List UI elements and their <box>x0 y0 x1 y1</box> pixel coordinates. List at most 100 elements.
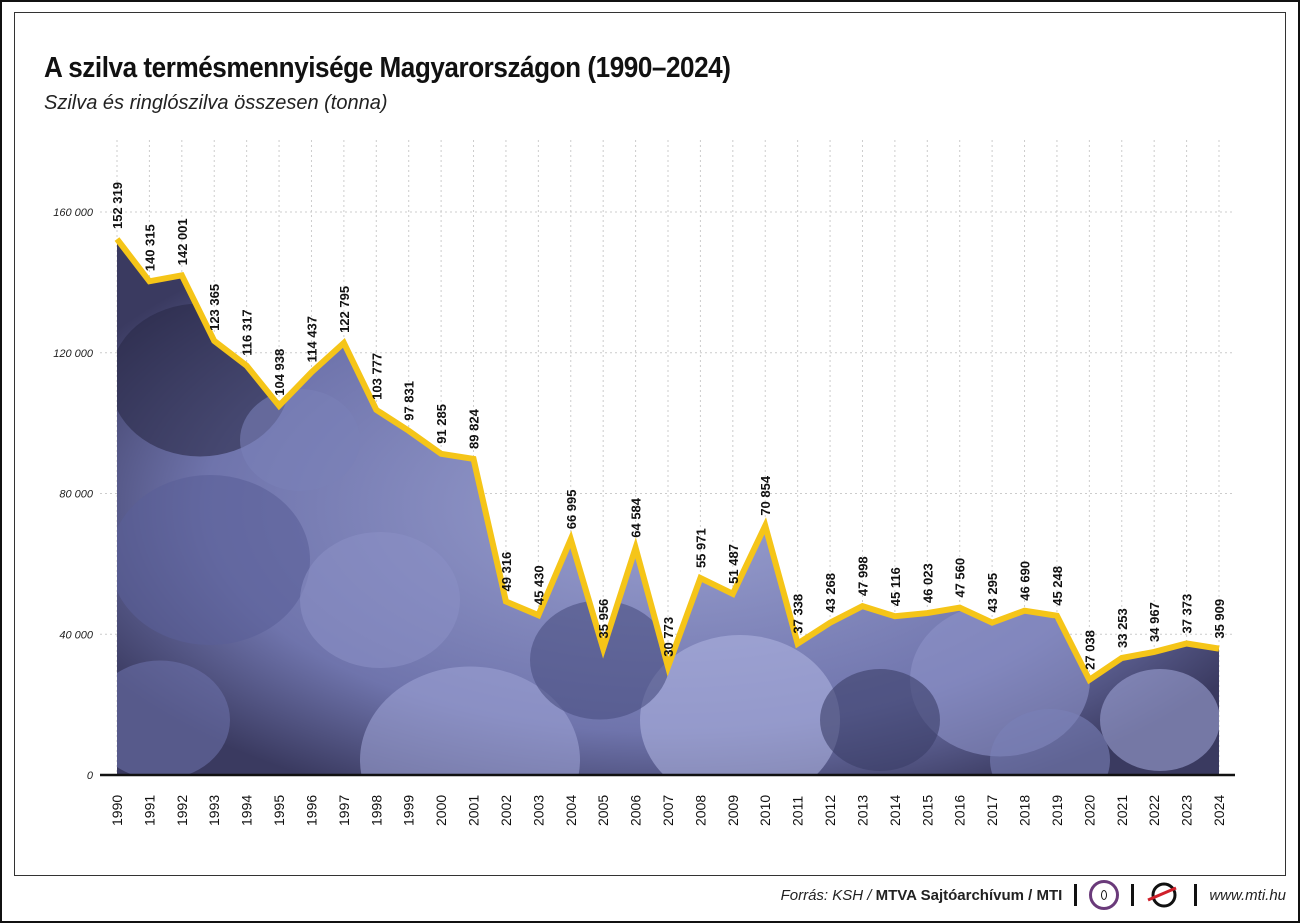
data-label: 114 437 <box>304 316 319 362</box>
data-label: 43 295 <box>985 573 1000 613</box>
y-tick-label: 120 000 <box>53 348 94 360</box>
separator <box>1194 884 1198 906</box>
separator <box>1131 884 1135 906</box>
data-label: 116 317 <box>240 309 255 355</box>
x-tick-label: 1992 <box>174 795 190 826</box>
x-tick-label: 1993 <box>206 795 222 826</box>
data-label: 45 248 <box>1050 566 1065 606</box>
data-label: 64 584 <box>629 497 644 538</box>
data-label: 123 365 <box>207 284 222 331</box>
x-tick-label: 2007 <box>660 795 676 826</box>
x-tick-label: 2024 <box>1211 795 1227 826</box>
plum-shape <box>820 669 940 771</box>
y-tick-label: 40 000 <box>59 629 94 641</box>
data-label: 122 795 <box>337 286 352 333</box>
x-tick-label: 2004 <box>563 795 579 826</box>
data-label: 35 909 <box>1212 599 1227 639</box>
data-label: 35 956 <box>596 599 611 639</box>
data-label: 51 487 <box>726 544 741 584</box>
y-tick-label: 80 000 <box>59 489 94 501</box>
data-label: 37 373 <box>1180 594 1195 634</box>
source-bold: MTVA Sajtóarchívum / MTI <box>875 886 1063 904</box>
x-tick-label: 2008 <box>692 795 708 826</box>
data-label: 27 038 <box>1082 630 1097 670</box>
plum-shape <box>990 709 1110 775</box>
plum-shape <box>640 635 840 775</box>
mti-logo-icon <box>1147 882 1177 908</box>
x-tick-label: 2018 <box>1017 795 1033 826</box>
x-tick-label: 2021 <box>1114 795 1130 826</box>
plum-shape <box>240 389 360 491</box>
plum-shape <box>117 660 230 775</box>
x-tick-label: 1990 <box>109 795 125 826</box>
y-tick-label: 0 <box>87 770 94 782</box>
x-tick-label: 2020 <box>1081 795 1097 826</box>
data-label: 46 690 <box>1018 561 1033 601</box>
plum-shape <box>360 666 580 775</box>
x-tick-label: 1999 <box>401 795 417 826</box>
x-tick-label: 2016 <box>952 795 968 826</box>
plum-shape <box>1100 669 1219 771</box>
x-tick-label: 2009 <box>725 795 741 826</box>
y-tick-label: 160 000 <box>53 207 94 219</box>
data-label: 55 971 <box>693 528 708 568</box>
data-label: 45 430 <box>531 565 546 605</box>
website-url[interactable]: www.mti.hu <box>1209 886 1286 904</box>
data-label: 142 001 <box>175 218 190 265</box>
data-label: 37 338 <box>791 594 806 634</box>
x-tick-label: 2002 <box>498 795 514 826</box>
x-tick-label: 1996 <box>303 795 319 826</box>
x-tick-label: 2005 <box>595 795 611 826</box>
x-tick-label: 2000 <box>433 795 449 826</box>
x-tick-label: 1991 <box>141 795 157 826</box>
x-tick-label: 2011 <box>790 796 806 826</box>
data-label: 140 315 <box>142 224 157 271</box>
x-tick-label: 2017 <box>984 795 1000 826</box>
source-text: Forrás: KSH / MTVA Sajtóarchívum / MTI <box>781 887 1063 904</box>
plum-shape <box>300 532 460 668</box>
data-label: 89 824 <box>467 408 482 449</box>
source-prefix: Forrás: KSH / <box>780 886 876 904</box>
plum-shape <box>530 600 670 720</box>
separator <box>1074 884 1078 906</box>
data-label: 46 023 <box>920 563 935 603</box>
data-label: 91 285 <box>434 404 449 444</box>
data-label: 33 253 <box>1115 608 1130 648</box>
data-label: 104 938 <box>272 349 287 396</box>
data-label: 70 854 <box>758 475 773 516</box>
x-tick-label: 2012 <box>822 795 838 826</box>
plum-shape <box>117 475 310 645</box>
data-label: 43 268 <box>823 573 838 613</box>
x-tick-label: 1995 <box>271 795 287 826</box>
x-tick-label: 2001 <box>466 795 482 826</box>
x-tick-label: 2013 <box>854 795 870 826</box>
data-label: 45 116 <box>888 567 903 606</box>
series-line <box>114 237 1220 685</box>
x-tick-label: 2014 <box>887 795 903 826</box>
data-label: 103 777 <box>369 353 384 400</box>
x-tick-label: 2006 <box>628 795 644 826</box>
x-tick-label: 1998 <box>368 795 384 826</box>
page-title: A szilva termésmennyisége Magyarországon… <box>44 52 731 84</box>
x-tick-label: 1994 <box>239 795 255 826</box>
x-tick-label: 2023 <box>1179 795 1195 826</box>
x-tick-label: 2019 <box>1049 795 1065 826</box>
footer: Forrás: KSH / MTVA Sajtóarchívum / MTI w… <box>781 878 1286 912</box>
x-tick-label: 2010 <box>757 795 773 826</box>
data-label: 30 773 <box>661 617 676 657</box>
data-label: 49 316 <box>499 552 514 592</box>
mtva-logo <box>1089 880 1120 910</box>
plum-texture <box>117 303 1219 775</box>
data-label: 97 831 <box>402 381 417 421</box>
x-tick-label: 1997 <box>336 795 352 826</box>
page-subtitle: Szilva és ringlószilva összesen (tonna) <box>44 92 388 114</box>
data-label: 47 998 <box>855 556 870 596</box>
data-label: 34 967 <box>1147 602 1162 642</box>
x-tick-label: 2015 <box>919 795 935 826</box>
x-tick-label: 2003 <box>530 795 546 826</box>
data-label: 66 995 <box>564 489 579 529</box>
x-tick-label: 2022 <box>1146 795 1162 826</box>
data-label: 152 319 <box>110 182 125 229</box>
